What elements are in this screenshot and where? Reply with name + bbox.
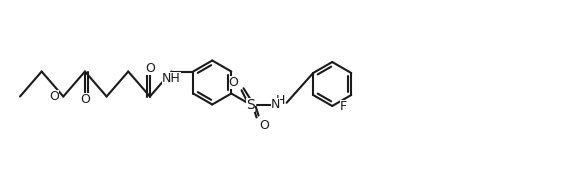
Text: N: N <box>271 98 280 111</box>
Text: NH: NH <box>162 72 181 85</box>
Text: O: O <box>80 93 90 106</box>
Text: S: S <box>246 98 255 112</box>
Text: O: O <box>260 119 269 132</box>
Text: O: O <box>229 76 238 89</box>
Text: O: O <box>49 90 59 103</box>
Text: O: O <box>145 62 155 75</box>
Text: H: H <box>276 94 285 107</box>
Text: F: F <box>340 99 348 112</box>
